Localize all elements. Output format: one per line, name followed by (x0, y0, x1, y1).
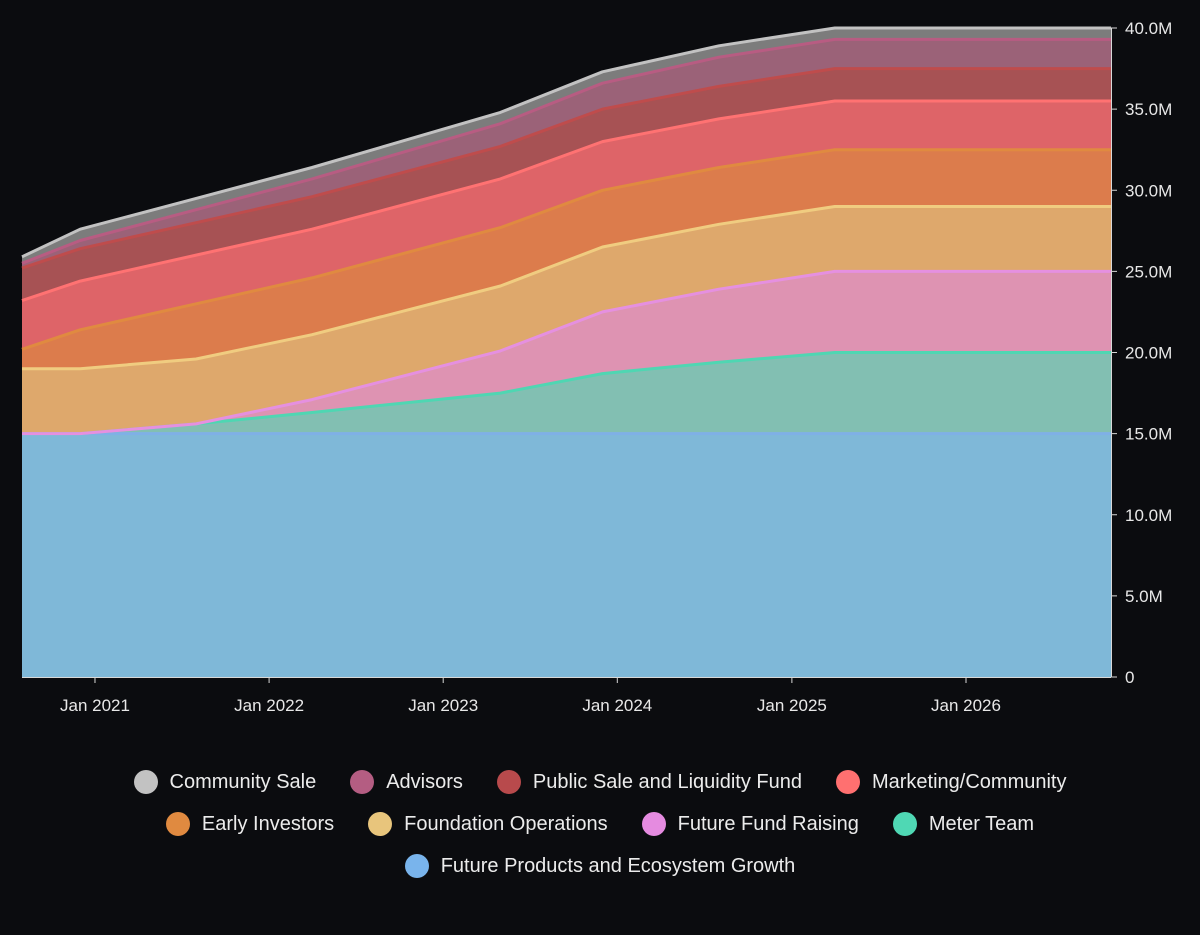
area-future-fund-raising (22, 271, 1111, 434)
legend-item-meter-team[interactable]: Meter Team (892, 812, 1035, 836)
y-tick-label: 35.0M (1125, 100, 1172, 119)
legend-label: Meter Team (928, 812, 1035, 835)
line-marketing-community (21, 99, 1111, 303)
y-tick-label: 40.0M (1125, 19, 1172, 38)
area-future-products-and-ecosystem-growth (22, 433, 1111, 677)
legend-label: Early Investors (201, 812, 335, 835)
x-tick-label: Jan 2024 (582, 696, 652, 715)
legend-item-early-investors[interactable]: Early Investors (165, 812, 335, 836)
line-community-sale (21, 26, 1111, 259)
legend-item-advisors[interactable]: Advisors (350, 770, 463, 794)
line-future-fund-raising (22, 269, 1111, 436)
legend-label: Community Sale (169, 770, 317, 793)
legend-item-future-products-and-ecosystem-growth[interactable]: Future Products and Ecosystem Growth (404, 854, 796, 878)
legend-item-public-sale-and-liquidity-fund[interactable]: Public Sale and Liquidity Fund (496, 770, 802, 794)
legend-label: Foundation Operations (404, 812, 608, 835)
legend-swatch (165, 812, 190, 836)
area-advisors (22, 39, 1111, 269)
area-marketing-community (22, 101, 1111, 350)
series-areas (21, 26, 1111, 677)
legend-swatch (133, 770, 158, 794)
legend-label: Marketing/Community (871, 770, 1067, 793)
legend-item-future-fund-raising[interactable]: Future Fund Raising (641, 812, 859, 836)
area-public-sale-and-liquidity-fund (22, 68, 1111, 301)
legend-swatch (892, 812, 917, 836)
x-tick-label: Jan 2023 (408, 696, 478, 715)
y-tick-label: 30.0M (1125, 181, 1172, 200)
x-axis-ticks: Jan 2021 Jan 2022 Jan 2023 Jan 2024 Jan 2025… (60, 677, 1001, 715)
y-tick-label: 15.0M (1125, 425, 1172, 444)
y-tick-label: 0 (1125, 668, 1134, 687)
legend-row: Early Investors Foundation Operations Futu… (165, 812, 1035, 836)
line-early-investors (21, 148, 1111, 351)
legend-label: Future Fund Raising (677, 812, 859, 835)
line-foundation-operations (22, 205, 1111, 371)
y-tick-label: 10.0M (1125, 506, 1172, 525)
legend-row: Community Sale Advisors Public Sale and Li… (133, 770, 1067, 794)
x-tick-label: Jan 2026 (931, 696, 1001, 715)
stacked-area-chart: Jan 2021 Jan 2022 Jan 2023 Jan 2024 Jan 2025… (21, 19, 1172, 715)
area-meter-team (22, 352, 1111, 434)
line-advisors (21, 37, 1111, 265)
legend-swatch (496, 770, 521, 794)
y-axis-ticks: 0 5.0M 10.0M 15.0M 20.0M 25.0M 30.0M 35.0M 40.0M (1111, 19, 1172, 687)
legend-swatch (350, 770, 375, 794)
chart-legend: Community Sale Advisors Public Sale and Li… (0, 770, 1200, 878)
legend-swatch (368, 812, 393, 836)
line-public-sale-and-liquidity-fund (21, 67, 1111, 270)
legend-label: Future Products and Ecosystem Growth (440, 854, 796, 877)
y-tick-label: 20.0M (1125, 344, 1172, 363)
x-tick-label: Jan 2022 (234, 696, 304, 715)
legend-swatch (404, 854, 429, 878)
legend-label: Advisors (386, 770, 463, 793)
y-tick-label: 25.0M (1125, 262, 1172, 281)
legend-label: Public Sale and Liquidity Fund (532, 770, 802, 793)
legend-row: Future Products and Ecosystem Growth (404, 854, 796, 878)
legend-item-foundation-operations[interactable]: Foundation Operations (368, 812, 608, 836)
y-tick-label: 5.0M (1125, 587, 1163, 606)
legend-swatch (641, 812, 666, 836)
area-foundation-operations (22, 206, 1111, 434)
x-tick-label: Jan 2025 (757, 696, 827, 715)
legend-item-community-sale[interactable]: Community Sale (133, 770, 317, 794)
x-tick-label: Jan 2021 (60, 696, 130, 715)
legend-swatch (835, 770, 860, 794)
legend-item-marketing-community[interactable]: Marketing/Community (835, 770, 1067, 794)
